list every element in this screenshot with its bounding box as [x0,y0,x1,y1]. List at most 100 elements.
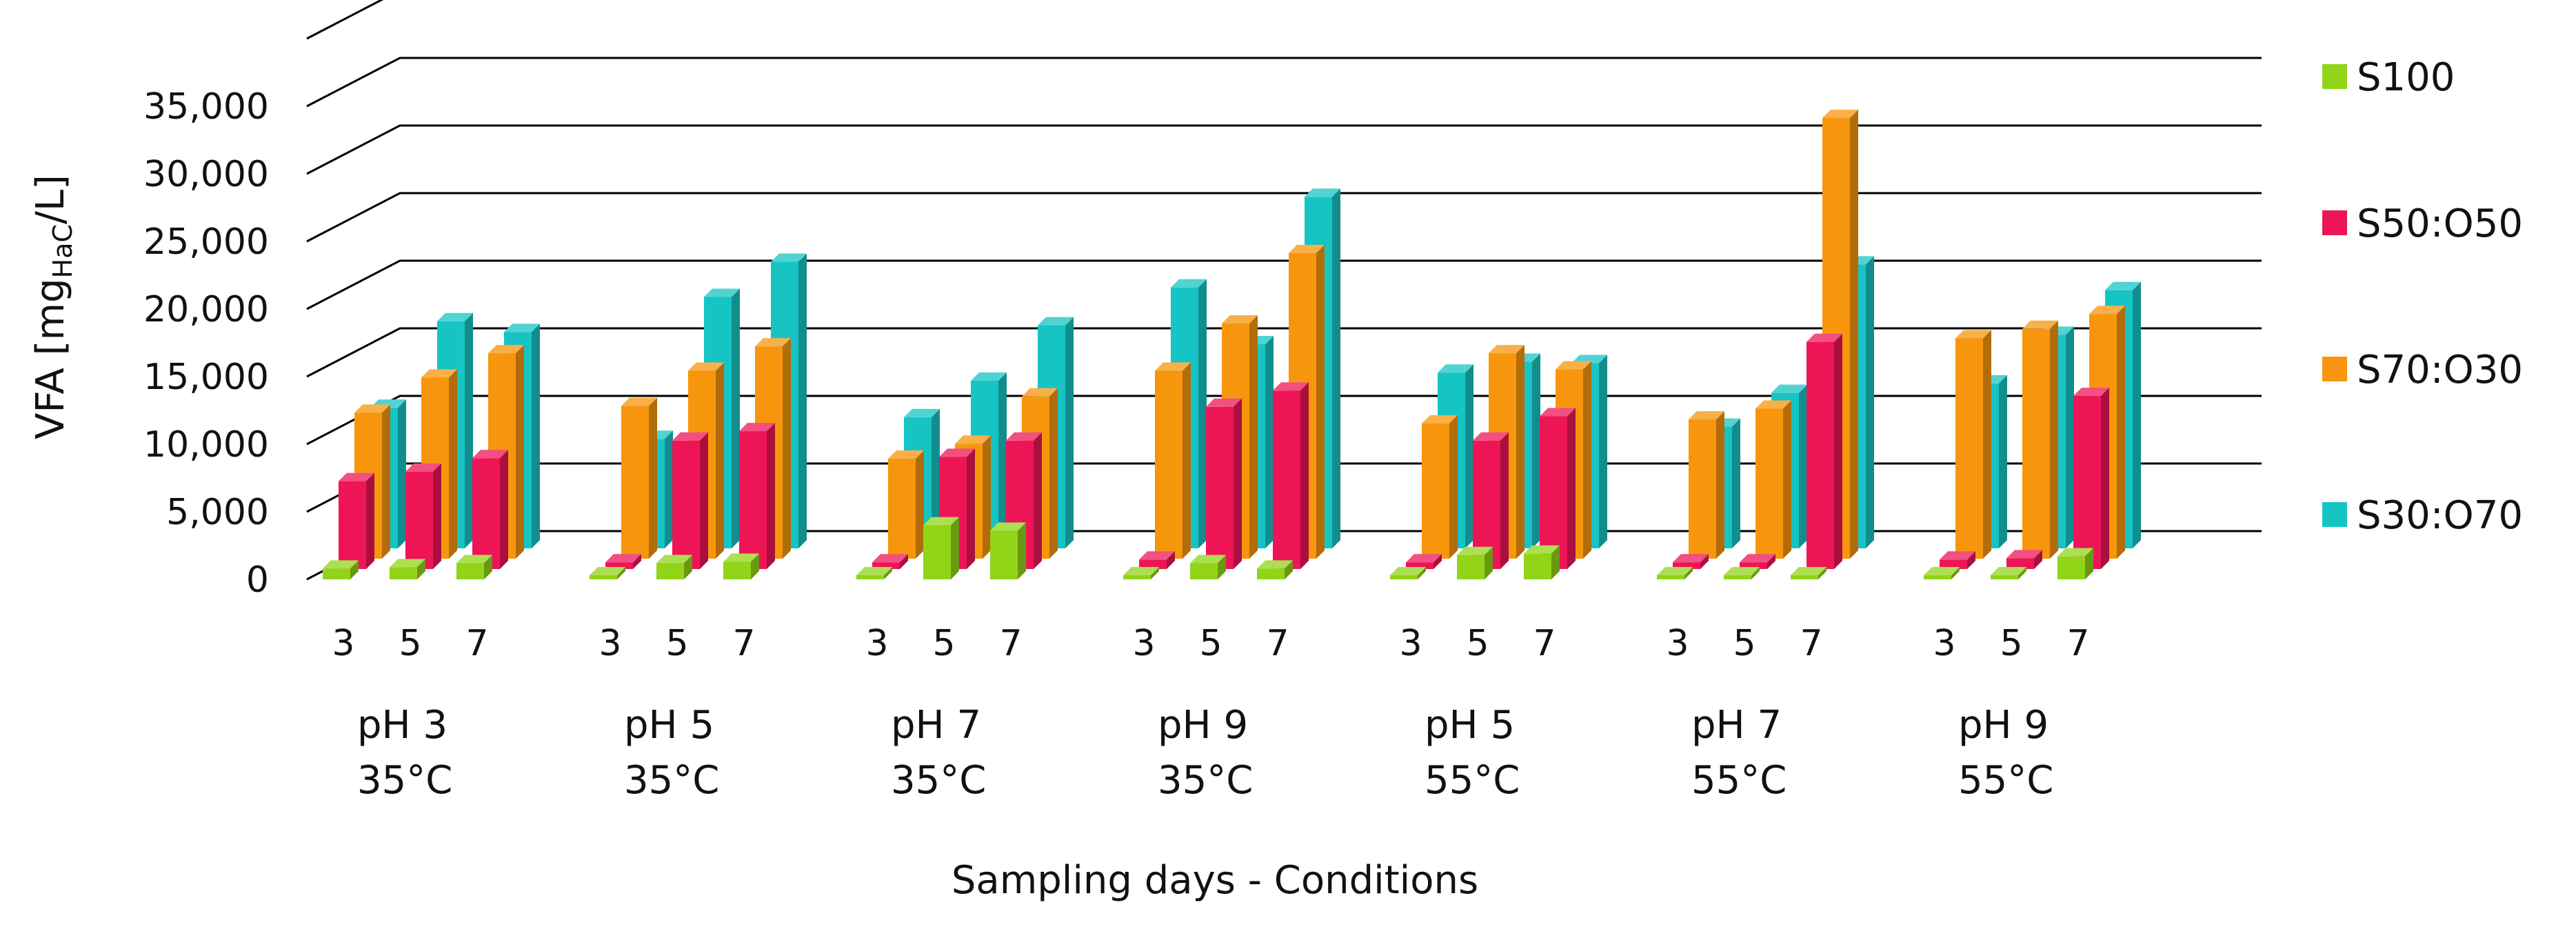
legend: S100 S50:O50 S70:O30 S30:O70 [2322,55,2523,538]
bar-s100-ph-3-35-c-d7 [456,555,492,579]
y-tick-label: 10,000 [143,424,269,466]
bar-s50-o50-ph-9-55-c-d5 [2006,550,2042,569]
bar-top [390,559,425,568]
bar-front [1689,419,1716,559]
bar-s100-ph-9-55-c-d7 [2057,548,2093,579]
bar-s50-o50-ph-5-55-c-d3 [1406,554,1442,569]
bar-s50-o50-ph-9-35-c-d5 [1206,398,1242,569]
bar-top [1022,388,1058,397]
y-tick-label: 35,000 [143,86,269,128]
bars [323,110,2141,579]
y-tick-label: 25,000 [143,221,269,263]
bar-side [633,554,641,569]
bar-front [1791,575,1818,579]
bar-s70-o30-ph-7-35-c-d3 [888,450,924,559]
group-label-ph: pH 5 [1425,703,1515,748]
bar-side [484,555,492,579]
bar-top [2089,306,2125,315]
bar-side [665,430,673,548]
bar-top [605,554,641,563]
bar-top [1406,554,1442,563]
group-label-ph: pH 9 [1958,703,2049,748]
bar-front [1457,555,1485,579]
bar-side [783,338,791,559]
bar-top [1673,554,1709,563]
bar-top [771,253,807,262]
bar-top [621,397,657,406]
bar-top [923,517,959,526]
bar-top [904,408,940,417]
bar-side [465,312,473,548]
legend-label: S30:O70 [2357,493,2523,538]
gridline [306,192,2262,243]
bar-s100-ph-3-35-c-d3 [323,560,359,579]
bar-top [656,555,692,564]
bar-front [1724,575,1751,579]
bar-front [856,575,884,579]
bar-s100-ph-9-55-c-d5 [1991,567,2026,579]
bar-top [1289,245,1325,254]
bar-top [2022,320,2058,329]
bar-top [755,338,791,347]
bar-side [1783,400,1791,559]
bar-side [932,408,940,548]
bar-top [1305,188,1340,197]
bar-front [1155,370,1183,559]
bar-top [1457,546,1493,555]
bar-side [1866,256,1874,548]
bar-front [723,561,751,579]
bar-top [504,323,540,332]
bar-side [884,567,892,579]
bar-s100-ph-9-35-c-d7 [1257,560,1293,579]
bar-side [1951,567,1960,579]
bar-top [1940,551,1975,560]
bar-side [1418,567,1426,579]
bar-top [1155,362,1191,371]
bar-top [1689,411,1724,420]
group-label-temp: 55°C [1425,758,1520,803]
bar-side [1018,522,1026,579]
gridline [306,395,2262,446]
x-tick-day-label: 3 [598,623,621,664]
bar-side [350,560,359,579]
group-label-temp: 55°C [1958,758,2053,803]
bar-s50-o50-ph-7-55-c-d3 [1673,554,1709,569]
bar-side [2133,281,2141,548]
bar-top [2105,281,2141,290]
x-tick-day-label: 5 [1733,623,1755,664]
bar-front [1740,562,1767,569]
bar-top [1955,330,1991,339]
bar-top [2073,388,2109,397]
x-tick-day-label: 7 [1800,623,1822,664]
bar-front [1390,575,1418,579]
x-tick-day-label: 7 [732,623,755,664]
x-tick-day-label: 5 [1199,623,1222,664]
y-axis-ticks: 0 5,000 10,000 15,000 20,000 25,000 30,000 35,0… [143,86,269,601]
x-tick-day-label: 3 [1132,623,1155,664]
bar-front [1123,575,1151,579]
bar-top [688,362,724,371]
bar-s100-ph-7-55-c-d5 [1724,567,1760,579]
bar-s100-ph-5-55-c-d3 [1390,567,1426,579]
bar-s100-ph-7-55-c-d3 [1657,567,1693,579]
bar-s50-o50-ph-9-55-c-d7 [2073,388,2109,569]
bar-side [1551,545,1560,579]
x-tick-day-label: 5 [665,623,688,664]
y-tick-label: 0 [246,559,269,601]
group-label-temp: 35°C [891,758,986,803]
bar-top [1390,567,1426,575]
bar-s100-ph-5-35-c-d3 [590,567,625,579]
bar-side [732,288,740,548]
bar-front [405,471,433,569]
bar-front [1206,406,1234,569]
group-label-temp: 35°C [357,758,452,803]
bar-s50-o50-ph-3-35-c-d5 [405,463,441,569]
bar-front [923,525,951,579]
legend-label: S70:O30 [2357,348,2523,392]
gridline [306,57,2262,108]
bar-top [939,448,975,457]
bar-front [1657,575,1684,579]
bar-front [739,431,767,569]
y-tick-label: 5,000 [166,492,269,533]
